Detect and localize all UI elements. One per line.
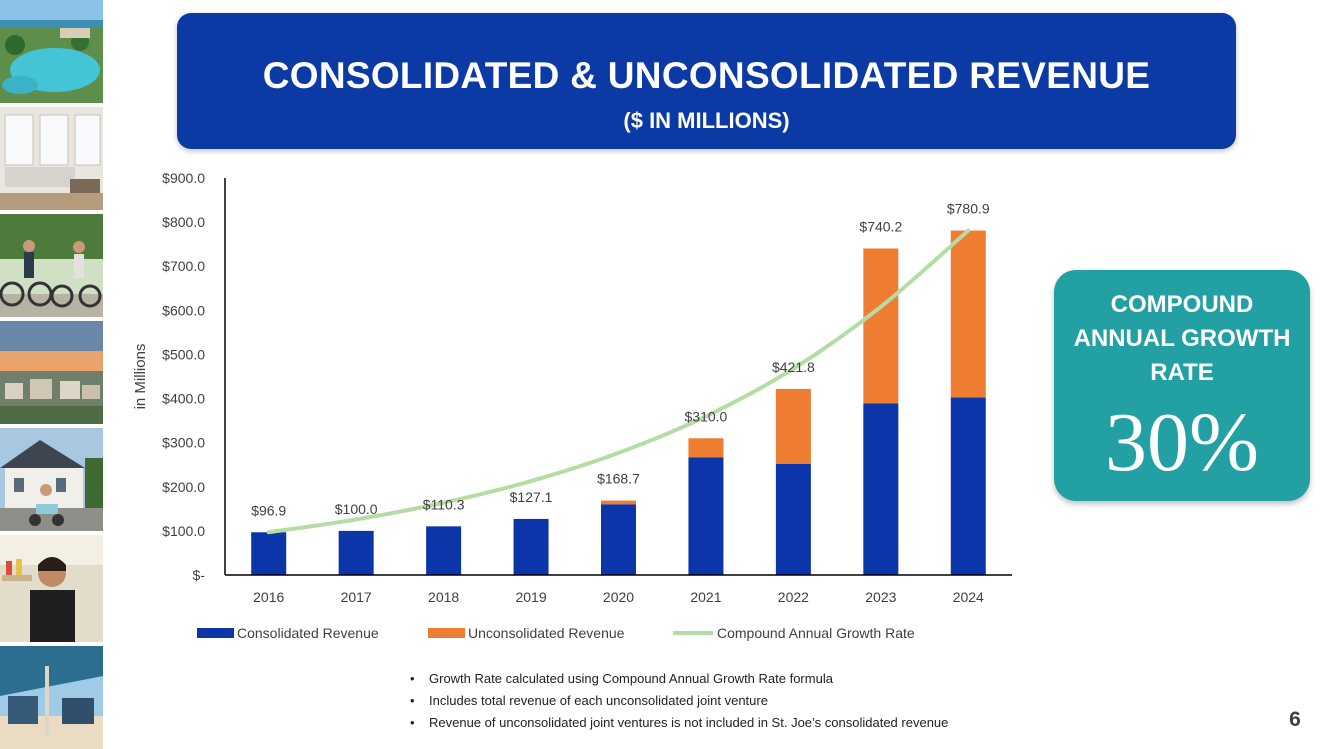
x-tick-label: 2023 <box>865 589 896 605</box>
bullet-icon: • <box>410 693 415 708</box>
data-label: $110.3 <box>423 496 465 512</box>
cagr-label: COMPOUND ANNUAL GROWTH RATE <box>1073 291 1291 386</box>
bar-unconsolidated-revenue <box>775 388 811 464</box>
legend-swatch <box>197 628 234 638</box>
server-with-drinks-photo <box>0 535 103 642</box>
bar-consolidated-revenue <box>863 403 899 575</box>
data-label: $127.1 <box>510 489 553 505</box>
house-scooter-photo <box>0 428 103 531</box>
legend-label: Unconsolidated Revenue <box>468 625 625 641</box>
y-tick-label: $400.0 <box>162 391 205 407</box>
footnote-text: Growth Rate calculated using Compound An… <box>429 671 833 686</box>
data-label: $100.0 <box>335 501 378 517</box>
footnote-text: Includes total revenue of each unconsoli… <box>429 693 768 708</box>
y-tick-label: $600.0 <box>162 302 205 318</box>
bar-consolidated-revenue <box>950 397 986 575</box>
bullet-icon: • <box>410 671 415 686</box>
y-tick-label: $200.0 <box>162 479 205 495</box>
data-label: $421.8 <box>772 359 815 375</box>
footnote-item: • Revenue of unconsolidated joint venture… <box>410 712 948 734</box>
x-tick-label: 2018 <box>428 589 459 605</box>
bar-consolidated-revenue <box>513 518 549 575</box>
x-tick-label: 2021 <box>690 589 721 605</box>
resort-pool-photo <box>0 0 103 103</box>
footnote-item: • Growth Rate calculated using Compound A… <box>410 668 948 690</box>
interior-living-room-photo <box>0 107 103 210</box>
x-tick-label: 2017 <box>341 589 372 605</box>
bar-unconsolidated-revenue <box>863 248 899 404</box>
cagr-box: COMPOUND ANNUAL GROWTH RATE 30% <box>1054 270 1310 501</box>
bar-consolidated-revenue <box>251 532 287 575</box>
x-tick-label: 2024 <box>953 589 984 605</box>
bar-consolidated-revenue <box>688 457 724 575</box>
y-tick-label: $900.0 <box>162 170 205 186</box>
beach-umbrella-photo <box>0 646 103 749</box>
x-tick-label: 2020 <box>603 589 634 605</box>
data-label: $780.9 <box>947 201 990 217</box>
revenue-chart: $- $100.0 $200.0 $300.0 $400.0 $500.0 $600.0 $7… <box>132 170 1012 641</box>
y-tick-label: $700.0 <box>162 258 205 274</box>
footnote-text: Revenue of unconsolidated joint ventures… <box>429 715 949 730</box>
bar-unconsolidated-revenue <box>601 500 636 505</box>
y-tick-label: $300.0 <box>162 435 205 451</box>
cagr-value: 30% <box>1105 396 1259 489</box>
bar-consolidated-revenue <box>426 526 462 575</box>
coastal-sunset-photo <box>0 321 103 424</box>
page-subtitle: ($ IN MILLIONS) <box>623 108 790 133</box>
legend-swatch <box>428 628 465 638</box>
legend-label: Consolidated Revenue <box>237 625 379 641</box>
y-tick-label: $100.0 <box>162 523 205 539</box>
data-label: $740.2 <box>859 218 902 234</box>
y-axis-title: in Millions <box>132 344 149 410</box>
bullet-icon: • <box>410 715 415 730</box>
page-title: CONSOLIDATED & UNCONSOLIDATED REVENUE <box>262 55 1151 96</box>
y-tick-label: $500.0 <box>162 346 205 362</box>
page-number: 6 <box>1289 708 1301 731</box>
bar-consolidated-revenue <box>338 530 374 575</box>
cyclists-photo <box>0 214 103 317</box>
title-banner: CONSOLIDATED & UNCONSOLIDATED REVENUE ($… <box>177 13 1236 149</box>
y-tick-label: $800.0 <box>162 214 205 230</box>
bar-unconsolidated-revenue <box>950 230 986 398</box>
data-label: $168.7 <box>597 471 640 487</box>
x-tick-label: 2016 <box>253 589 284 605</box>
bar-consolidated-revenue <box>775 463 811 575</box>
legend-label: Compound Annual Growth Rate <box>717 625 915 641</box>
data-label: $310.0 <box>685 408 728 424</box>
x-tick-label: 2019 <box>515 589 546 605</box>
cagr-line <box>266 228 971 535</box>
bar-consolidated-revenue <box>601 504 636 575</box>
footnote-item: • Includes total revenue of each unconsol… <box>410 690 948 712</box>
y-tick-label: $- <box>193 567 206 583</box>
footnotes: • Growth Rate calculated using Compound A… <box>410 668 948 734</box>
bar-unconsolidated-revenue <box>688 438 724 458</box>
photo-strip <box>0 0 103 749</box>
data-label: $96.9 <box>251 502 286 518</box>
x-tick-label: 2022 <box>778 589 809 605</box>
